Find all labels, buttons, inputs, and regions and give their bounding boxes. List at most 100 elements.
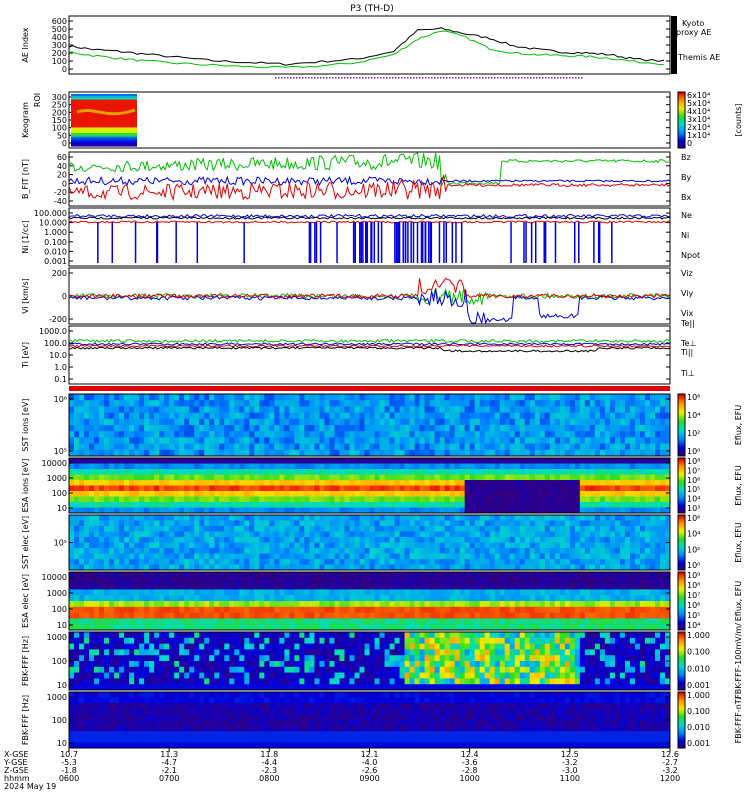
sst-elec-panel-cell (94, 542, 100, 549)
sst-ion-panel-colorbar-cell (678, 429, 685, 432)
esa-ion-panel-cell (339, 502, 345, 508)
esa-elec-panel-cell (439, 618, 446, 625)
esa-elec-panel-cell (129, 612, 135, 619)
sst-ion-panel-cell (289, 412, 295, 420)
esa-ion-panel-cell (69, 496, 75, 503)
esa-ion-panel-cell (654, 485, 661, 492)
sst-elec-panel-cell (519, 559, 526, 565)
sst-elec-panel-cell (324, 531, 330, 538)
sst-elec-panel-cell (574, 553, 581, 560)
esa-ion-panel-cell (664, 458, 671, 464)
sst-ion-panel-cell (544, 418, 551, 426)
esa-ion-panel-cell (429, 463, 436, 470)
esa-ion-panel-cell (254, 463, 260, 470)
esa-elec-panel-cell (469, 583, 476, 590)
esa-elec-panel-cell (74, 572, 80, 579)
esa-ion-panel-cell (419, 480, 425, 486)
esa-elec-panel-cell (464, 572, 471, 579)
sst-elec-panel-cell (529, 548, 536, 554)
sst-ion-panel-cell (279, 406, 285, 413)
sst-elec-panel-cell (319, 542, 325, 549)
esa-ion-panel-cell (619, 474, 626, 481)
sst-ion-panel-cell (79, 406, 85, 413)
sst-elec-panel-cell (409, 531, 415, 538)
esa-ion-panel-cell (384, 480, 390, 486)
esa-ion-panel-cell (164, 507, 170, 514)
sst-ion-panel-cell (219, 418, 225, 426)
sst-elec-panel-cell (474, 542, 481, 549)
sst-ion-panel-cell (309, 443, 315, 451)
esa-ion-panel-cell (89, 474, 95, 481)
sst-ion-panel-cell (534, 431, 541, 438)
esa-ion-panel-cell (469, 474, 476, 481)
sst-ion-panel-cell (579, 449, 586, 457)
esa-ion-panel-cell (609, 496, 616, 503)
esa-elec-panel-cell (199, 589, 205, 596)
bfield-panel-ytick-label: -20 (54, 188, 67, 197)
sst-elec-panel-cell (419, 520, 425, 527)
ae-panel-ytick-label: 0 (62, 65, 67, 74)
esa-elec-panel-cell (114, 583, 120, 590)
esa-ion-panel-cell (199, 474, 205, 481)
sst-ion-panel-cell (199, 394, 205, 401)
sst-elec-panel-cell (194, 537, 200, 543)
esa-elec-panel-cell (274, 601, 280, 608)
sst-elec-panel-cell (444, 542, 451, 549)
esa-ion-panel-cell (94, 491, 100, 497)
sst-ion-panel-cell (159, 412, 165, 420)
esa-ion-panel-cell (99, 469, 105, 475)
sst-ion-panel-cell (84, 412, 90, 420)
esa-ion-panel-cell (639, 463, 646, 470)
sst-elec-panel-cell (544, 553, 551, 560)
esa-elec-panel-cell (284, 624, 290, 631)
esa-ion-panel-cell (279, 463, 285, 470)
sst-elec-panel-cell (349, 559, 355, 565)
esa-elec-panel-cell (354, 606, 360, 613)
sst-elec-panel-colorbar-cell (678, 559, 685, 561)
sst-ion-panel-cell (574, 406, 581, 413)
sst-elec-panel-cell (89, 542, 95, 549)
esa-ion-panel-cell (289, 507, 295, 514)
sst-elec-panel-cell (399, 564, 405, 571)
sst-ion-panel-cell (599, 449, 606, 457)
sst-elec-panel-cell (464, 553, 471, 560)
esa-ion-panel-cell (414, 502, 420, 508)
esa-ion-panel-cell (634, 480, 641, 486)
sst-ion-panel-cell (284, 400, 290, 407)
sst-ion-panel-cell (109, 394, 115, 401)
esa-ion-panel-cell (234, 469, 240, 475)
sst-elec-panel-cell (584, 520, 591, 527)
esa-elec-panel-cell (389, 601, 395, 608)
esa-ion-panel-cell (139, 502, 145, 508)
esa-elec-panel-cell (169, 624, 175, 631)
esa-ion-panel-cell (514, 474, 521, 481)
esa-elec-panel-cell (359, 577, 365, 584)
sst-elec-panel-cell (299, 531, 305, 538)
esa-ion-panel-cell (664, 469, 671, 475)
esa-ion-panel-cell (629, 469, 636, 475)
sst-ion-panel-cell (574, 449, 581, 457)
esa-elec-panel-cell (329, 601, 335, 608)
sst-ion-panel-cell (334, 425, 340, 432)
esa-ion-panel-cell (484, 485, 491, 492)
ae-data-dot (407, 77, 409, 79)
esa-ion-panel-cell (89, 496, 95, 503)
esa-elec-panel-cell (369, 612, 375, 619)
esa-elec-panel-cell (329, 618, 335, 625)
esa-elec-panel-cell (364, 624, 370, 631)
sst-ion-panel-cell (374, 418, 380, 426)
sst-elec-panel-cell (224, 531, 230, 538)
sst-ion-panel-cell (649, 449, 656, 457)
sst-ion-panel-cell (399, 449, 405, 457)
esa-ion-panel-cell (224, 502, 230, 508)
esa-ion-panel-cell (119, 480, 125, 486)
esa-elec-panel-cell (434, 612, 441, 619)
sst-ion-panel-cell (109, 425, 115, 432)
sst-ion-panel-cell (494, 425, 501, 432)
esa-elec-panel-cell (209, 606, 215, 613)
sst-elec-panel-cell (144, 526, 150, 532)
esa-ion-panel-cell (249, 491, 255, 497)
sst-elec-panel-cell (194, 559, 200, 565)
esa-ion-panel-cell (89, 485, 95, 492)
sst-elec-panel-cell (524, 520, 531, 527)
